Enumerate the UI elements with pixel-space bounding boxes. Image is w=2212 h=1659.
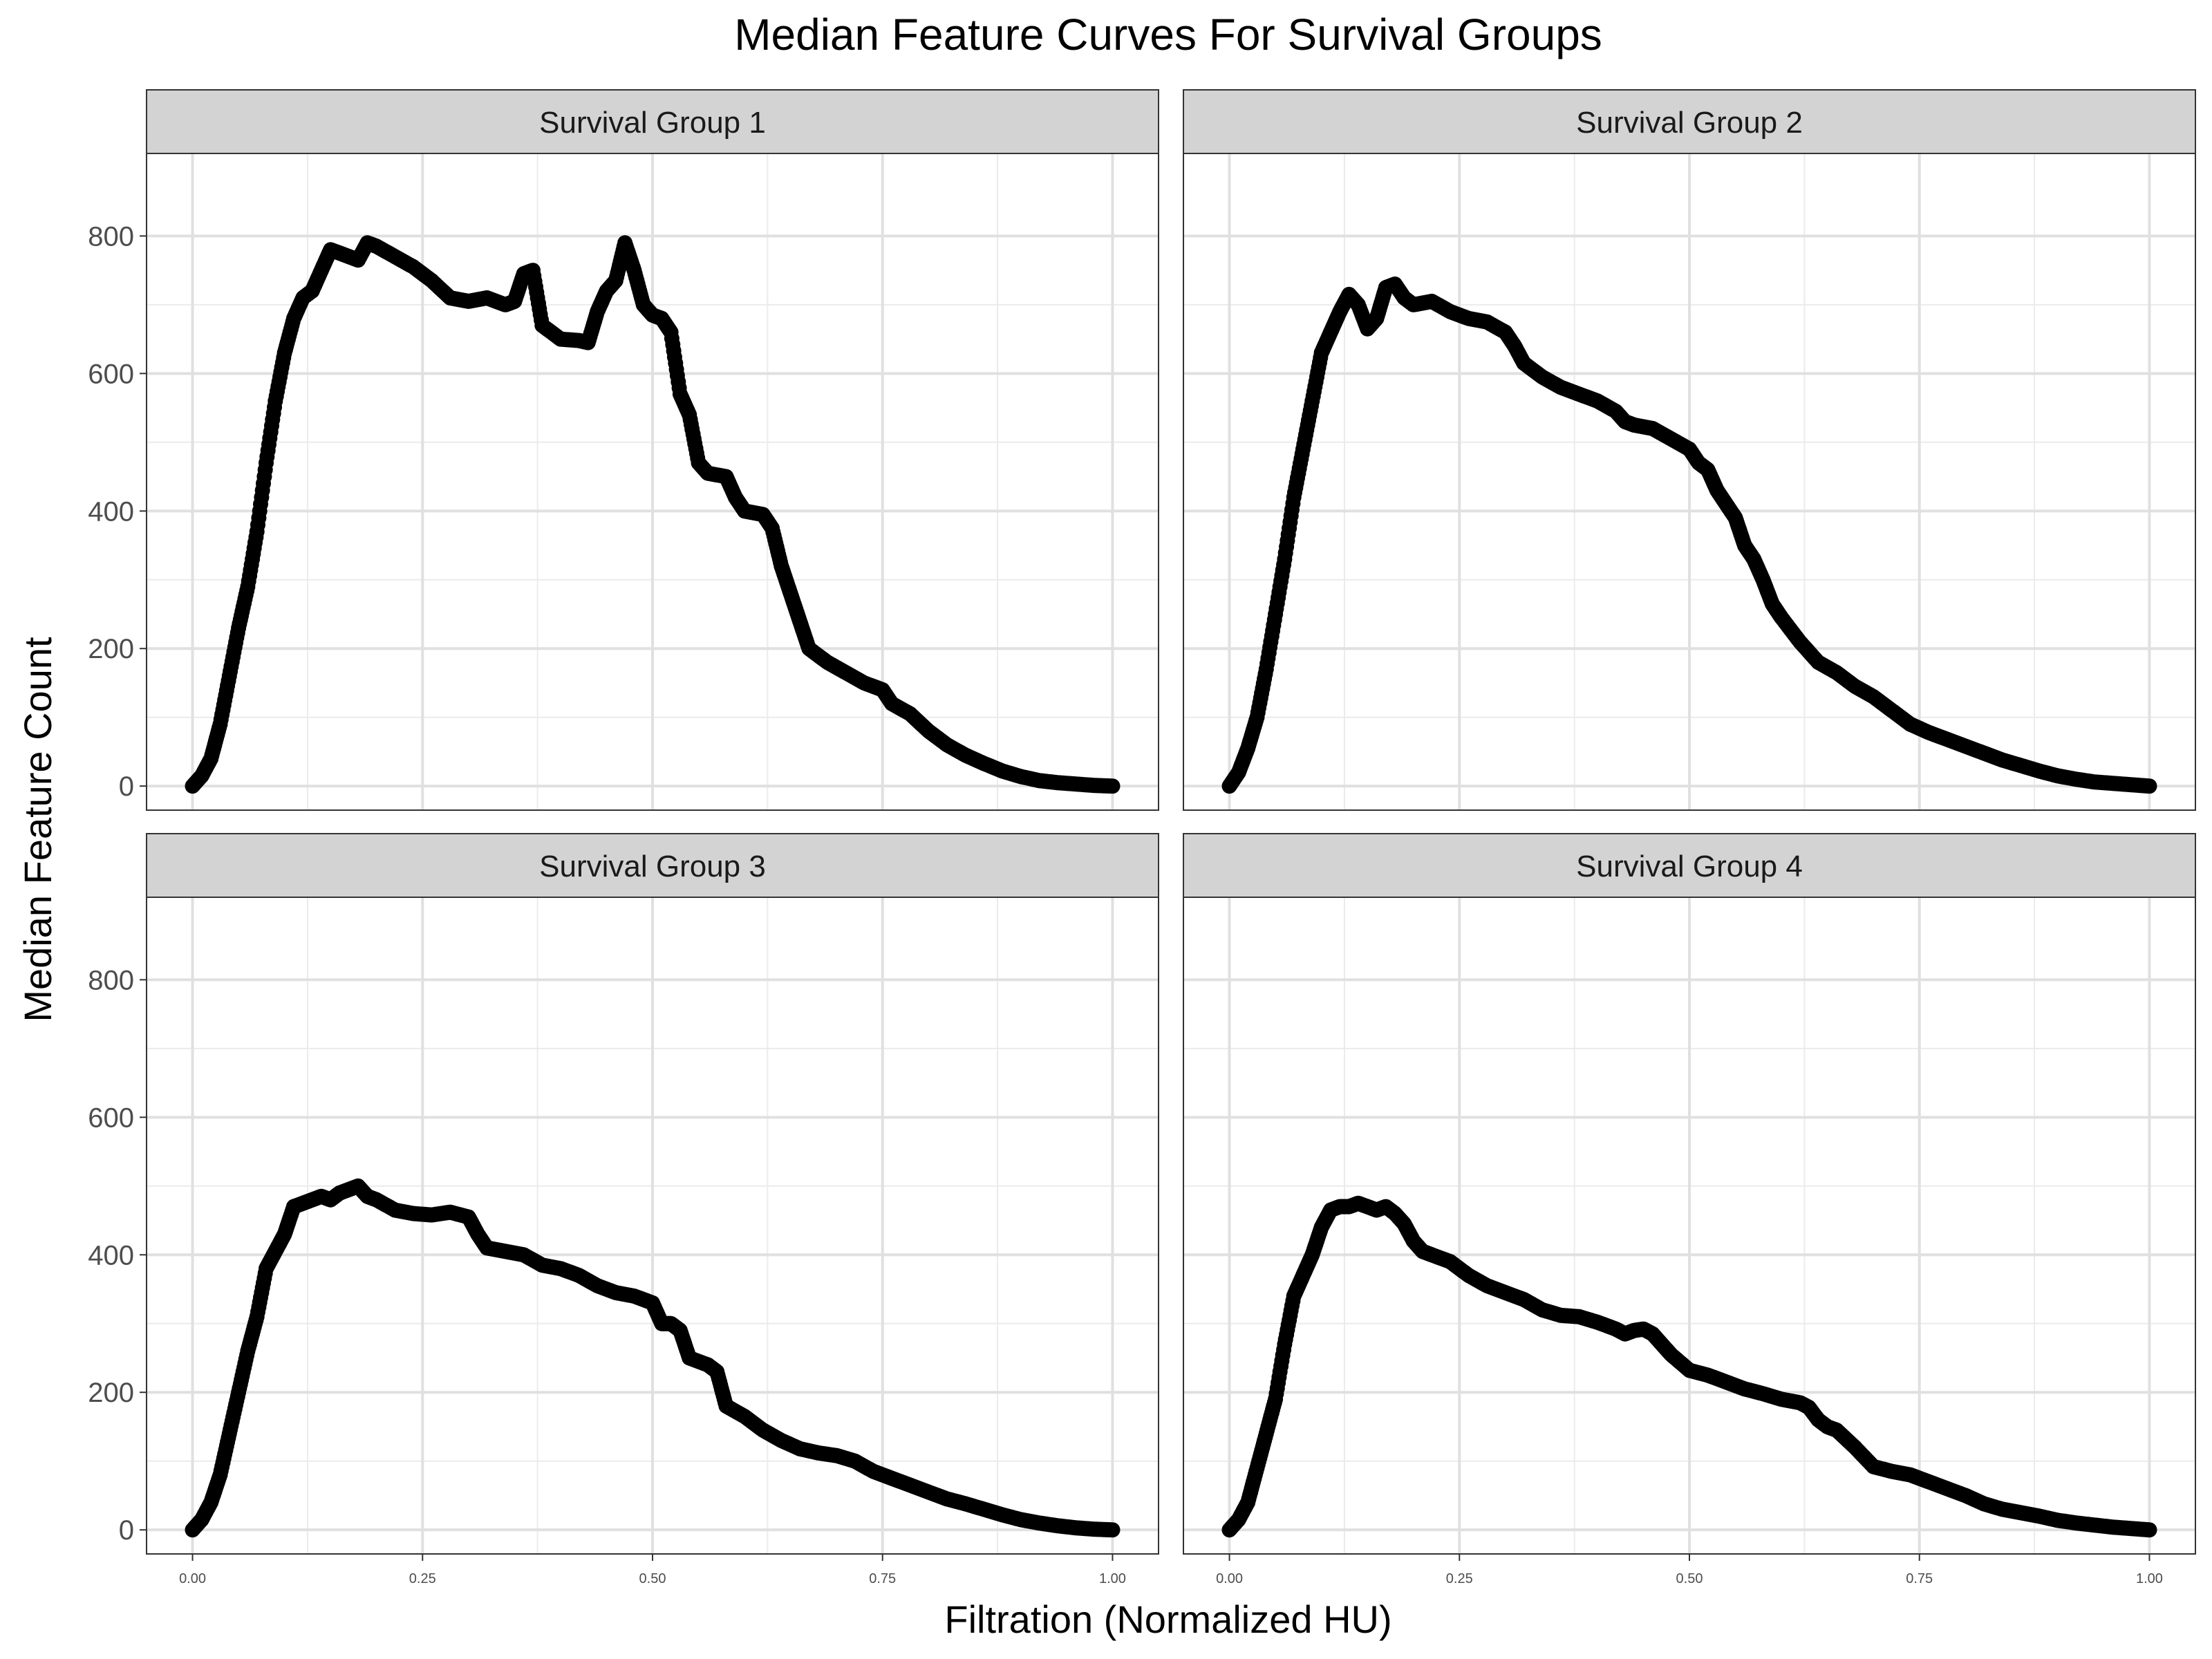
x-tick-label: 0.50 xyxy=(1676,1571,1703,1586)
y-tick-label: 400 xyxy=(88,496,134,527)
panel-border xyxy=(146,153,1159,811)
y-tick-label: 800 xyxy=(88,221,134,252)
panel: Survival Group 4 0.00 0.25 0.50 0.75 1.00 xyxy=(1183,833,2196,1586)
x-tick-label: 0.50 xyxy=(639,1571,666,1586)
y-axis-label: Median Feature Count xyxy=(16,637,59,1022)
chart-title: Median Feature Curves For Survival Group… xyxy=(734,10,1602,59)
x-tick-label: 0.75 xyxy=(1906,1571,1933,1586)
data-point xyxy=(2141,1522,2157,1538)
y-tick-label: 200 xyxy=(88,1378,134,1408)
x-tick-label: 0.75 xyxy=(869,1571,896,1586)
panel-strip-label: Survival Group 1 xyxy=(539,106,766,140)
data-point xyxy=(1105,778,1121,794)
panel-strip-label: Survival Group 3 xyxy=(539,850,766,883)
data-series xyxy=(185,1178,1121,1538)
panel-border xyxy=(1183,153,2196,811)
x-tick-label: 0.25 xyxy=(1446,1571,1473,1586)
y-tick-label: 600 xyxy=(88,1103,134,1133)
x-tick-label: 0.00 xyxy=(1216,1571,1243,1586)
data-series xyxy=(1221,276,2157,794)
panel: Survival Group 1 0 200 400 600 800 xyxy=(88,89,1159,811)
x-tick-label: 0.00 xyxy=(179,1571,206,1586)
data-series xyxy=(185,235,1121,794)
panel-strip-label: Survival Group 4 xyxy=(1576,850,1803,883)
y-tick-label: 400 xyxy=(88,1240,134,1271)
panel-strip xyxy=(146,89,1159,154)
y-tick-label: 200 xyxy=(88,634,134,664)
y-tick-label: 0 xyxy=(119,1515,134,1546)
data-point xyxy=(2141,778,2157,794)
y-tick-label: 800 xyxy=(88,965,134,995)
x-tick-label: 1.00 xyxy=(2136,1571,2163,1586)
y-tick-label: 600 xyxy=(88,359,134,389)
x-tick-label: 0.25 xyxy=(409,1571,436,1586)
panel: Survival Group 2 xyxy=(1183,89,2196,811)
panel-strip-label: Survival Group 2 xyxy=(1576,106,1803,140)
x-axis-label: Filtration (Normalized HU) xyxy=(944,1597,1391,1641)
y-tick-label: 0 xyxy=(119,771,134,802)
panel: Survival Group 3 0 200 400 600 800 0.00 0.25 0.5… xyxy=(88,833,1159,1586)
panel-strip xyxy=(1183,833,2196,898)
x-tick-label: 1.00 xyxy=(1099,1571,1126,1586)
data-series xyxy=(1221,1195,2157,1538)
panel-strip xyxy=(146,833,1159,898)
panel-strip xyxy=(1183,89,2196,154)
data-point xyxy=(1105,1522,1121,1538)
